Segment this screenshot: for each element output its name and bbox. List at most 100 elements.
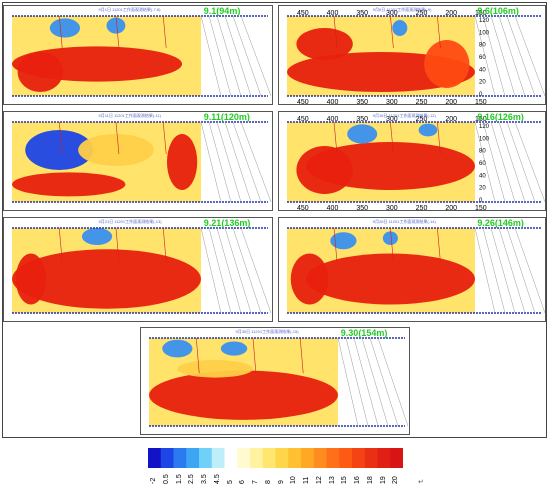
fault-marker [195,337,200,374]
colorbar [148,448,403,468]
heat-blob [296,28,353,60]
x-tick-label-bottom: 450 [297,99,309,106]
fault-marker [437,121,441,155]
survey-line [224,15,252,97]
survey-line [232,227,262,314]
colorbar-swatch [390,448,403,468]
survey-line [208,121,232,203]
fault-marker [333,15,338,49]
x-tick-label-bottom: 400 [327,205,339,212]
colorbar-swatch [326,448,340,468]
survey-line [506,227,536,314]
fault-marker [333,227,338,263]
heat-blob [81,228,113,245]
panel-label: 9.6(106m) [477,6,519,16]
panel-label: 9.30(154m) [340,328,388,338]
colorbar-tick-label: 19 [379,476,387,484]
colorbar-swatch [352,448,366,468]
x-tick-label-top: 250 [416,10,428,17]
colorbar-tick-label: -2 [150,477,157,484]
survey-line [482,227,506,314]
survey-line [345,337,369,427]
x-tick-label-bottom: 300 [386,205,398,212]
colorbar-tick-label: 6 [239,480,247,484]
heat-blob [347,124,378,144]
y-tick-label: 120 [479,124,490,130]
colorbar-swatch [262,448,276,468]
x-tick-label-bottom: 250 [416,99,428,106]
fault-marker [115,227,120,263]
survey-line [208,15,232,97]
fault-marker [58,15,63,49]
colorbar-tick-label: 7 [252,480,259,484]
heatmap-panel-1: 9月1日 11201工作面观测结果(-7.8) 9.1(94m) [3,5,273,105]
x-tick-label-bottom: 400 [327,99,339,106]
panel-label: 9.11(120m) [203,112,250,122]
colorbar-tick-label: 3.5 [201,474,208,484]
colorbar-swatch [275,448,289,468]
heat-blob [220,341,248,356]
survey-line [377,337,409,427]
heatmap-plot [149,337,409,427]
fault-marker [437,15,441,49]
survey-line [506,121,536,203]
colorbar-swatch [364,448,378,468]
survey-line [337,337,359,427]
heat-blob [166,134,198,190]
panel-title: 9月26日 11201工作面观测结果(-14) [372,219,436,224]
panel-label: 9.16(126m) [477,112,524,122]
panel-label: 9.21(136m) [203,218,251,228]
heat-blob [78,134,154,166]
heatmap-panel-7: 9月30日 11201工作面观测结果(-15) 9.30(154m) [140,327,410,435]
fault-marker [437,227,441,263]
heatmap-plot [11,121,272,203]
y-tick-label: 60 [479,161,486,167]
heat-blob [418,123,438,137]
y-tick-label: 80 [479,43,486,49]
y-tick-label: 20 [479,186,486,192]
colorbar-swatch [288,448,302,468]
survey-line [514,227,546,314]
heat-blob [17,52,64,92]
fault-marker [252,337,257,374]
colorbar-tick-label: 5 [226,480,234,484]
survey-line [369,337,399,427]
survey-line [514,121,546,203]
colorbar-tick-label: 18 [366,476,374,484]
survey-line [514,15,546,97]
colorbar-swatch [199,448,213,468]
paragraph-mark: ↵ [418,479,424,486]
survey-line [361,337,389,427]
heatmap-plot [287,227,546,314]
colorbar-swatch [339,448,353,468]
panel-title: 9月30日 11201工作面观测结果(-15) [235,329,299,334]
x-tick-label-bottom: 150 [475,99,487,106]
survey-line [216,15,242,97]
survey-line [474,15,496,97]
colorbar-swatch [237,448,251,468]
survey-line [232,15,262,97]
fault-marker [115,121,120,155]
survey-line [216,121,242,203]
panel-title: 9月11日 11201工作面观测结果(-11) [98,113,161,118]
heatmap-plot [12,15,272,97]
figure-frame: 9月1日 11201工作面观测结果(-7.8) 9.1(94m) 450 400 350… [2,2,547,438]
fault-marker [115,15,120,49]
colorbar-swatch [148,448,162,468]
heat-blob [177,360,253,378]
survey-line [353,337,379,427]
x-tick-label-top: 250 [416,116,428,123]
x-tick-label-bottom: 200 [445,99,457,106]
survey-line [498,227,526,314]
x-tick-label-top: 150 [475,10,487,17]
colorbar-tick-label: 20 [392,476,400,484]
y-tick-label: 20 [479,80,486,86]
heat-blob [290,253,329,305]
colorbar-swatch [377,448,391,468]
fault-marker [390,15,394,49]
survey-line [240,15,272,97]
survey-line [200,15,222,97]
colorbar-swatch [301,448,315,468]
survey-line [200,121,222,203]
